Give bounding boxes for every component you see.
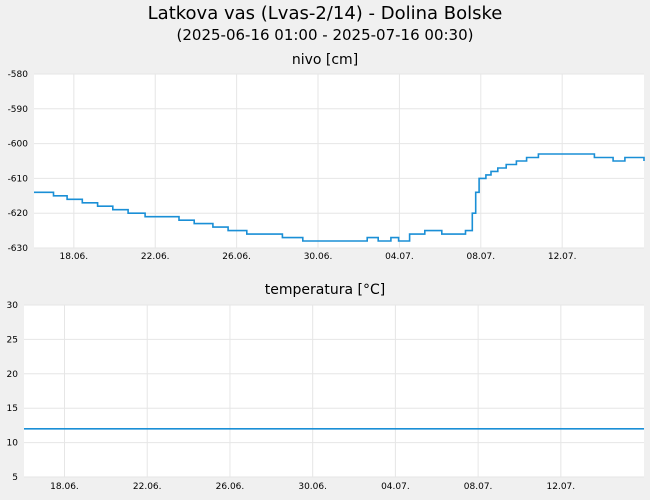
- x-tick-label: 22.06.: [141, 252, 170, 262]
- level-chart-title: nivo [cm]: [291, 52, 359, 68]
- y-tick-label: -620: [8, 209, 29, 219]
- x-tick-label: 26.06.: [222, 252, 251, 262]
- x-tick-label: 26.06.: [216, 482, 245, 492]
- x-tick-label: 18.06.: [50, 482, 79, 492]
- x-tick-label: 04.07.: [381, 482, 410, 492]
- y-tick-label: -600: [8, 140, 29, 150]
- series-line: [34, 153, 645, 242]
- x-tick-label: 12.07.: [547, 482, 576, 492]
- x-tick-label: 18.06.: [60, 252, 89, 262]
- x-tick-label: 30.06.: [298, 482, 327, 492]
- x-tick-label: 04.07.: [385, 252, 414, 262]
- plot-area: [34, 74, 644, 248]
- page-title: Latkova vas (Lvas-2/14) - Dolina Bolske: [147, 3, 503, 24]
- temperature-chart-title: temperatura [°C]: [264, 282, 386, 298]
- y-tick-label: 20: [7, 370, 19, 380]
- y-tick-label: -630: [8, 244, 29, 254]
- y-tick-label: 10: [7, 439, 19, 449]
- plot-area: [24, 305, 644, 477]
- y-tick-label: -580: [8, 70, 29, 80]
- y-tick-label: 15: [7, 404, 18, 414]
- date-range-subtitle: (2025-06-16 01:00 - 2025-07-16 00:30): [176, 26, 474, 44]
- y-tick-label: 25: [7, 335, 18, 345]
- x-tick-label: 22.06.: [133, 482, 162, 492]
- y-tick-label: -610: [8, 174, 29, 184]
- x-tick-label: 08.07.: [464, 482, 493, 492]
- y-tick-label: -590: [8, 105, 29, 115]
- y-tick-label: 30: [7, 301, 19, 311]
- y-tick-label: 5: [12, 473, 18, 483]
- x-tick-label: 08.07.: [466, 252, 495, 262]
- x-tick-label: 30.06.: [304, 252, 333, 262]
- x-tick-label: 12.07.: [548, 252, 577, 262]
